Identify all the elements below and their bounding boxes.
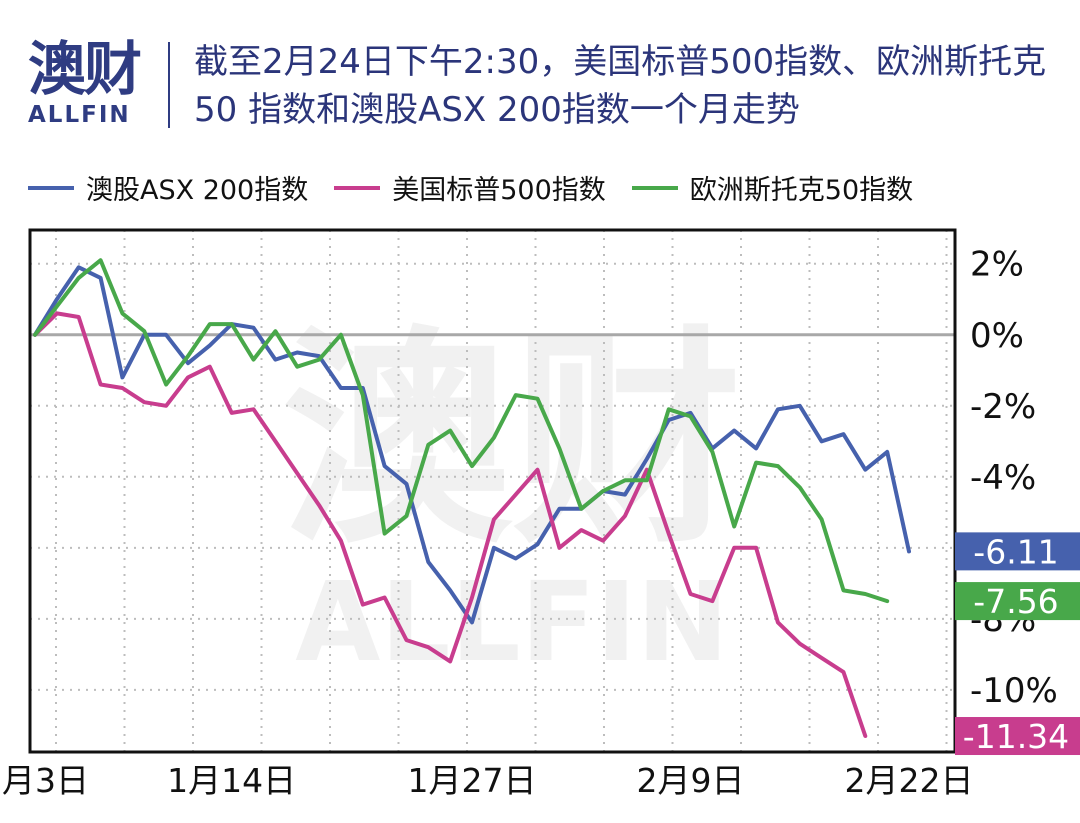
legend-swatch-sp500 <box>334 185 381 190</box>
end-label-box-1 <box>955 717 1080 756</box>
legend-label-sp500: 美国标普500指数 <box>392 175 606 206</box>
legend-label-asx: 澳股ASX 200指数 <box>86 175 309 206</box>
series-line-0 <box>33 265 911 625</box>
x-tick-label: 2月22日 <box>845 761 974 800</box>
x-tick-label: 1月27日 <box>408 761 537 800</box>
x-tick-label: 1月14日 <box>167 761 296 800</box>
plot-frame <box>28 228 957 754</box>
y-tick-label: 2% <box>970 245 1024 285</box>
chart-legend: 澳股ASX 200指数 美国标普500指数 欧洲斯托克50指数 <box>28 168 939 207</box>
legend-swatch-stoxx <box>631 185 678 190</box>
y-tick-label: -4% <box>970 458 1036 498</box>
watermark-cn: 澳财 <box>282 308 742 575</box>
end-label-text-0: -6.11 <box>973 532 1058 571</box>
legend-swatch-asx <box>28 185 74 190</box>
end-label-box-0 <box>955 532 1080 571</box>
legend-item-sp500: 美国标普500指数 <box>334 168 606 207</box>
legend-label-stoxx: 欧洲斯托克50指数 <box>689 175 914 206</box>
end-label-box-2 <box>955 582 1080 621</box>
x-tick-label: 2月9日 <box>637 761 745 800</box>
end-label-text-2: -7.56 <box>973 582 1058 621</box>
logo-en-text: ALLFIN <box>28 102 131 128</box>
x-tick-label: 1月3日 <box>0 761 89 800</box>
chart-title: 截至2月24日下午2:30，美国标普500指数、欧洲斯托克50 指数和澳股ASX… <box>194 42 1047 130</box>
legend-item-asx: 澳股ASX 200指数 <box>28 168 308 207</box>
watermark-en: ALLFIN <box>295 558 728 686</box>
y-tick-label: -2% <box>970 387 1036 427</box>
end-label-text-1: -11.34 <box>963 717 1069 756</box>
logo-cn-text: 澳财 <box>28 35 142 103</box>
y-tick-label: -10% <box>970 671 1058 711</box>
header-divider <box>168 42 170 128</box>
allfin-logo: 澳财 ALLFIN <box>28 38 148 128</box>
y-tick-label: 0% <box>970 316 1024 356</box>
series-line-2 <box>33 258 890 604</box>
series-line-1 <box>33 311 868 738</box>
legend-item-stoxx: 欧洲斯托克50指数 <box>631 168 914 207</box>
